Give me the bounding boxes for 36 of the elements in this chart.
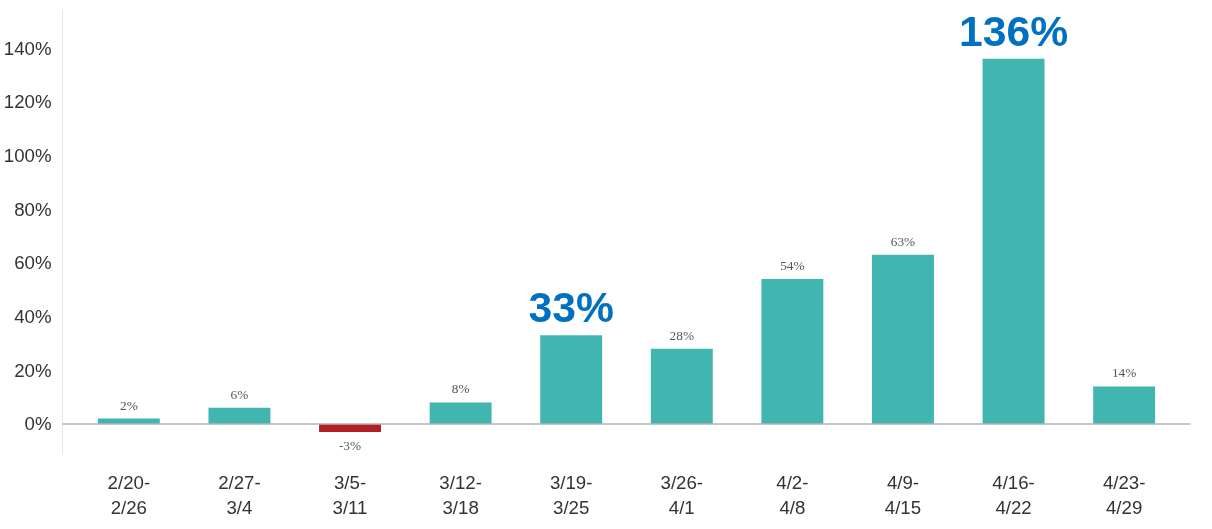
y-tick-label: 120% xyxy=(3,91,52,113)
bar xyxy=(208,407,271,424)
x-tick-label: 3/12-3/18 xyxy=(439,471,482,518)
bar xyxy=(540,335,603,424)
bar xyxy=(761,278,824,424)
y-tick-label: 140% xyxy=(3,37,52,59)
data-label: 54% xyxy=(780,257,805,273)
y-tick-label: 20% xyxy=(14,359,52,381)
y-tick-label: 0% xyxy=(24,413,52,435)
bar xyxy=(872,254,934,424)
data-label: 2% xyxy=(119,397,138,413)
x-tick-label: 4/16-4/22 xyxy=(992,471,1035,518)
bar xyxy=(429,402,492,424)
data-label: 63% xyxy=(890,233,916,249)
y-tick-label: 100% xyxy=(3,144,52,166)
y-tick-label: 40% xyxy=(14,306,52,328)
annotation: 33% xyxy=(528,283,614,332)
data-label: 6% xyxy=(230,386,249,402)
x-tick-label: 2/27-3/4 xyxy=(218,471,261,518)
bar xyxy=(1093,386,1156,424)
y-tick-label: 60% xyxy=(14,252,52,274)
x-tick-label: 4/2-4/8 xyxy=(776,471,809,518)
data-label: 28% xyxy=(669,327,695,343)
bar xyxy=(982,58,1045,424)
bar xyxy=(650,348,713,424)
x-tick-label: 3/26-4/1 xyxy=(660,471,704,518)
x-tick-label: 4/9-4/15 xyxy=(884,471,922,518)
annotation: 136% xyxy=(959,6,1069,55)
x-tick-label: 2/20-2/26 xyxy=(107,471,151,518)
data-label: 8% xyxy=(451,381,470,397)
y-tick-label: 80% xyxy=(14,198,52,220)
data-label: 14% xyxy=(1111,365,1137,381)
x-tick-label: 4/23-4/29 xyxy=(1102,471,1146,518)
x-tick-label: 3/19-3/25 xyxy=(549,471,593,518)
data-label: -3% xyxy=(338,438,362,454)
x-tick-label: 3/5-3/11 xyxy=(332,471,368,518)
